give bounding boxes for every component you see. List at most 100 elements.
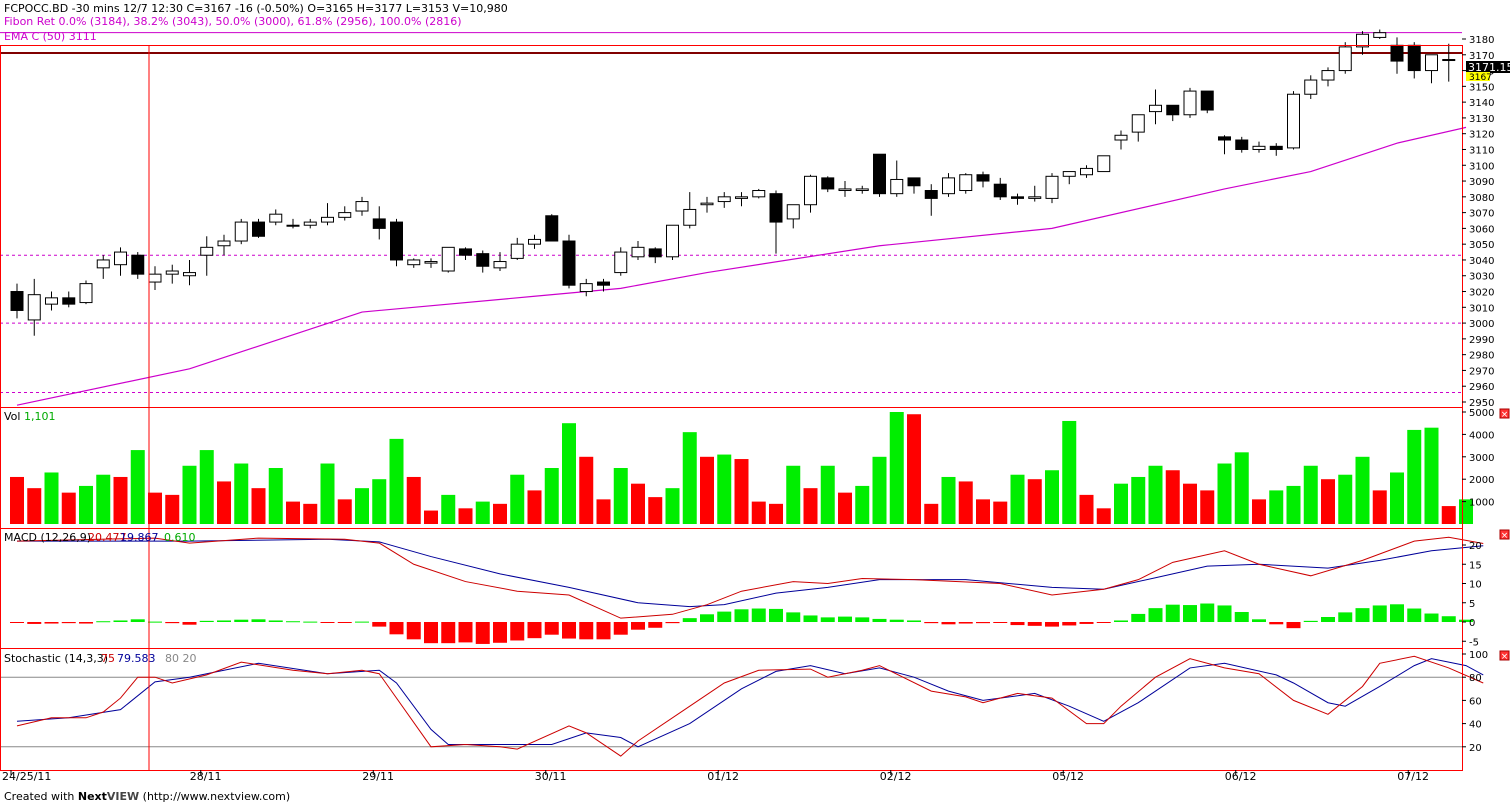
- footer-brand-next: Next: [78, 790, 107, 803]
- candle: [769, 190, 783, 254]
- macd-histogram-bar: [993, 622, 1008, 623]
- candle-body: [1149, 104, 1162, 113]
- candle: [752, 188, 766, 199]
- stochastic-tick-label: 100: [1469, 650, 1488, 661]
- candle: [976, 171, 990, 188]
- date-tick-label: 06/12: [1225, 770, 1257, 783]
- candle-body: [338, 212, 352, 218]
- macd-histogram-bar: [1114, 620, 1128, 622]
- candle-body: [1321, 70, 1335, 81]
- volume-bar: [1200, 490, 1215, 524]
- candle: [45, 291, 58, 311]
- macd-histogram-bar: [268, 620, 283, 622]
- macd-histogram-bar: [406, 622, 421, 640]
- volume-bar: [786, 465, 801, 524]
- candle-body: [148, 273, 162, 283]
- candle: [1097, 155, 1111, 173]
- date-axis: 24/25/11 28/11 29/11 30/11 01/12 02/12 05/12 06…: [2, 770, 1429, 783]
- macd-histogram-bar: [286, 621, 300, 623]
- candle: [338, 206, 352, 221]
- volume-bar: [44, 472, 59, 524]
- macd-histogram-bar: [1165, 604, 1180, 622]
- volume-bar: [182, 465, 197, 524]
- candle: [1183, 87, 1197, 118]
- candle: [1252, 141, 1266, 153]
- volume-bar: [165, 494, 180, 524]
- macd-histogram-bar: [217, 620, 231, 622]
- macd-histogram-bar: [510, 622, 525, 641]
- volume-bar: [199, 450, 214, 524]
- macd-tick-label: 20: [1469, 541, 1482, 552]
- volume-bar: [96, 474, 111, 524]
- volume-bar: [61, 492, 76, 524]
- stochastic-d-line: [16, 658, 1484, 748]
- candle-body: [1407, 44, 1421, 72]
- volume-bar: [544, 468, 559, 524]
- candle-body: [769, 193, 783, 223]
- stochastic-tick-label: 80: [1469, 673, 1482, 684]
- candle: [993, 177, 1007, 200]
- candle: [1356, 31, 1369, 55]
- candle: [286, 218, 300, 229]
- candle-body: [252, 221, 265, 237]
- close-icon: ×: [1501, 652, 1509, 662]
- volume-bar: [924, 503, 939, 524]
- last-price-text: 3171.15: [1468, 61, 1511, 74]
- volume-close-button[interactable]: ×: [1499, 408, 1510, 420]
- candle-body: [510, 243, 524, 259]
- macd-histogram-bar: [958, 622, 973, 624]
- candle: [1062, 171, 1076, 185]
- price-tick-label: 3010: [1469, 303, 1494, 314]
- macd-panel: [10, 536, 1484, 644]
- candle: [1269, 143, 1283, 156]
- macd-histogram-bar: [665, 622, 680, 624]
- stochastic-k-line: [16, 655, 1484, 757]
- candle-body: [735, 196, 748, 199]
- candle: [1338, 42, 1352, 74]
- stochastic-value-1: 75: [101, 652, 115, 665]
- candle: [1045, 173, 1059, 204]
- macd-tick-label: 0: [1469, 618, 1475, 629]
- volume-bar: [372, 479, 387, 524]
- volume-bar: [838, 492, 852, 524]
- macd-histogram-bar: [389, 622, 404, 635]
- macd-histogram-bar: [872, 618, 887, 622]
- stochastic-value-3: 80 20: [165, 652, 197, 665]
- macd-histogram-bar: [1010, 622, 1025, 626]
- candle-body: [1287, 93, 1300, 149]
- candle: [390, 218, 403, 267]
- macd-close-button[interactable]: ×: [1499, 529, 1510, 541]
- candle: [1218, 135, 1231, 155]
- candle: [1287, 91, 1300, 150]
- macd-histogram-bar: [234, 619, 249, 622]
- candle: [79, 280, 93, 305]
- fibonacci-levels: [0, 32, 1462, 394]
- date-tick-label: 07/12: [1397, 770, 1429, 783]
- date-tick-label: 24/25/11: [2, 770, 51, 783]
- volume-bar: [579, 456, 594, 524]
- volume-bar: [475, 501, 490, 524]
- macd-histogram-bar: [924, 622, 939, 624]
- volume-bar: [1096, 508, 1111, 524]
- macd-histogram-bar: [458, 622, 473, 643]
- candle-body: [476, 253, 490, 267]
- macd-histogram-bar: [700, 614, 714, 622]
- price-tick-label: 3090: [1469, 177, 1494, 188]
- candle: [1011, 193, 1024, 205]
- footer-prefix: Created with: [4, 790, 78, 803]
- stochastic-value-2: 79.583: [117, 652, 156, 665]
- macd-histogram-bar: [544, 622, 559, 635]
- macd-histogram-bar: [631, 622, 645, 630]
- stochastic-close-button[interactable]: ×: [1499, 650, 1510, 662]
- candle: [855, 185, 869, 194]
- volume-bar: [1338, 474, 1353, 524]
- macd-histogram-bar: [820, 617, 835, 622]
- volume-bar: [441, 494, 456, 524]
- candle-body: [1200, 90, 1214, 111]
- macd-histogram-bar: [976, 622, 990, 624]
- date-tick-label: 05/12: [1052, 770, 1084, 783]
- volume-bar: [1131, 476, 1146, 524]
- volume-bar: [424, 510, 438, 524]
- volume-bar: [1062, 420, 1077, 524]
